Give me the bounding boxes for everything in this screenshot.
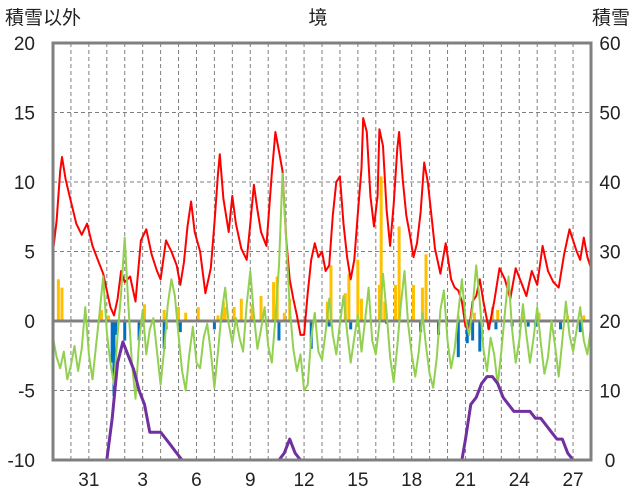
positive-bar: [56, 279, 60, 321]
positive-bar: [472, 312, 476, 321]
positive-bar: [282, 312, 286, 321]
negative-bar: [559, 321, 563, 330]
positive-bar: [377, 284, 381, 321]
positive-bar: [60, 287, 64, 321]
x-tick-label: 24: [509, 470, 531, 491]
positive-bar: [221, 301, 225, 321]
x-tick-label: 21: [455, 470, 476, 491]
positive-bar: [397, 226, 401, 321]
negative-bar: [212, 321, 216, 330]
positive-bar: [272, 282, 276, 321]
plot-frame: [51, 41, 593, 462]
x-tick-label: 18: [401, 470, 422, 491]
positive-bar: [250, 304, 254, 321]
negative-bar: [112, 321, 116, 397]
positive-bar: [162, 309, 166, 321]
negative-bar: [110, 321, 114, 363]
left-tick-label: -10: [8, 451, 35, 472]
series-line-1: [52, 117, 592, 336]
series-line-2: [52, 172, 592, 400]
positive-bar: [142, 304, 146, 321]
x-tick-label: 12: [293, 470, 314, 491]
positive-bar: [259, 295, 263, 321]
left-tick-label: 20: [14, 34, 35, 55]
right-tick-label: 10: [599, 382, 620, 403]
right-tick-label: 0: [605, 451, 616, 472]
x-tick-label: 6: [191, 470, 202, 491]
negative-bar: [478, 321, 482, 352]
negative-bar: [327, 321, 331, 327]
positive-bar: [232, 307, 236, 321]
left-tick-label: -5: [18, 382, 35, 403]
negative-bar: [349, 321, 353, 330]
positive-bar: [177, 307, 181, 321]
left-tick-label: 0: [24, 312, 35, 333]
positive-bar: [329, 265, 333, 321]
right-tick-label: 30: [599, 243, 620, 264]
positive-bar: [521, 315, 525, 321]
negative-bar: [162, 321, 166, 349]
right-tick-label: 60: [599, 34, 620, 55]
negative-bar: [178, 321, 182, 333]
negative-bar: [114, 321, 118, 335]
left-tick-label: 5: [24, 243, 35, 264]
x-tick-label: 9: [245, 470, 256, 491]
chart-title: 境: [308, 7, 327, 29]
positive-bar: [420, 287, 424, 321]
negative-bar: [526, 321, 530, 327]
x-axis-ticks: 31 3 6 9 12 15 18 21 24 27: [78, 470, 583, 491]
positive-bar: [394, 284, 398, 321]
negative-bar: [277, 321, 281, 341]
right-axis-ticks: 0 10 20 30 40 50 60: [599, 34, 620, 472]
right-tick-label: 20: [599, 312, 620, 333]
right-tick-label: 50: [599, 104, 620, 125]
left-axis-title: 積雪以外: [5, 7, 81, 29]
right-axis-title: 積雪: [592, 7, 630, 29]
negative-bar: [137, 321, 141, 341]
positive-bar: [496, 309, 500, 321]
left-tick-label: 15: [14, 104, 35, 125]
x-tick-label: 27: [562, 470, 583, 491]
left-tick-label: 10: [14, 173, 35, 194]
positive-bar: [107, 315, 111, 321]
positive-bar: [582, 315, 586, 321]
positive-bar: [424, 254, 428, 321]
positive-bar: [359, 298, 363, 321]
left-axis-ticks: -10 -5 0 5 10 15 20: [8, 34, 35, 472]
positive-bar: [223, 307, 227, 321]
positive-bar: [379, 176, 383, 321]
negative-bar: [456, 321, 460, 358]
x-tick-label: 15: [347, 470, 368, 491]
positive-bar: [99, 309, 103, 321]
negative-bar: [465, 321, 469, 344]
positive-bar: [184, 312, 188, 321]
positive-bar: [196, 307, 200, 321]
x-tick-label: 3: [137, 470, 148, 491]
negative-bar: [578, 321, 582, 333]
right-tick-label: 40: [599, 173, 620, 194]
positive-bar: [216, 315, 220, 321]
negative-bar: [471, 321, 475, 341]
negative-bar: [123, 321, 127, 341]
positive-bar: [239, 298, 243, 321]
negative-bar: [494, 321, 498, 330]
positive-bar: [347, 273, 351, 321]
positive-bar: [383, 301, 387, 321]
x-tick-label: 31: [78, 470, 99, 491]
positive-bar: [411, 284, 415, 321]
positive-bar: [356, 259, 360, 321]
